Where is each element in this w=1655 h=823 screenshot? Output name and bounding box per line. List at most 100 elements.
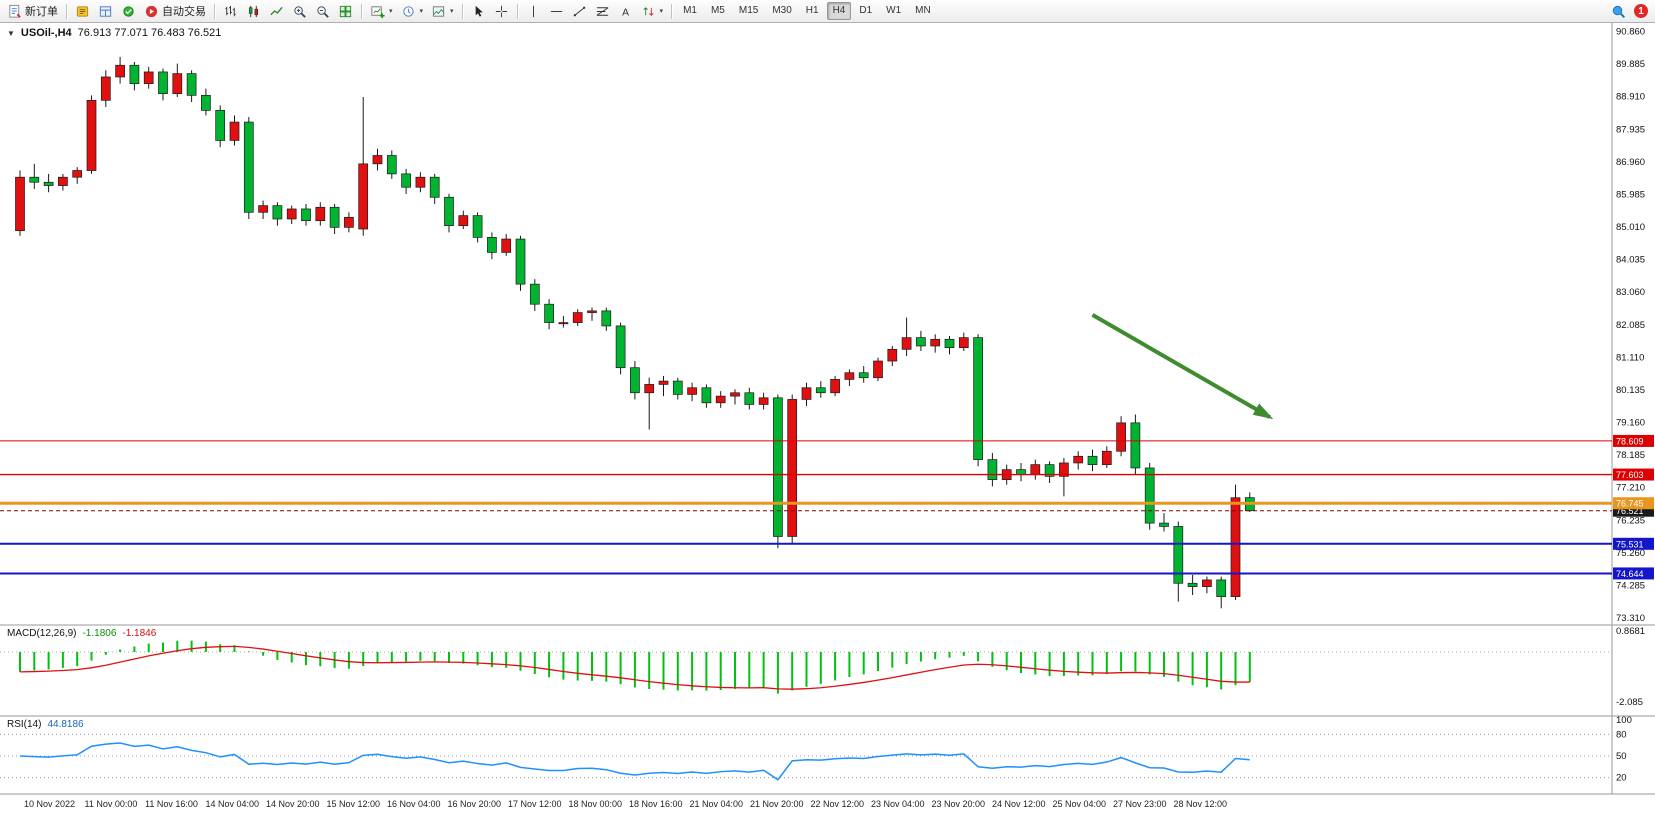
vertical-line-tool-button[interactable] bbox=[522, 1, 545, 21]
svg-text:16 Nov 20:00: 16 Nov 20:00 bbox=[448, 799, 502, 809]
chart-title: ▼ USOil-,H4 76.913 77.071 76.483 76.521 bbox=[7, 27, 221, 39]
svg-text:80.135: 80.135 bbox=[1616, 385, 1645, 396]
svg-text:-2.085: -2.085 bbox=[1616, 697, 1643, 708]
zoom-out-icon bbox=[315, 4, 330, 19]
periods-menu-button[interactable]: ▾ bbox=[397, 1, 428, 21]
new-chart-button[interactable]: ▾ bbox=[366, 1, 397, 21]
svg-text:74.644: 74.644 bbox=[1616, 569, 1644, 579]
svg-text:A: A bbox=[622, 7, 629, 18]
notifications-badge[interactable]: 1 bbox=[1634, 4, 1648, 18]
new-order-icon bbox=[7, 4, 22, 19]
svg-text:28 Nov 12:00: 28 Nov 12:00 bbox=[1174, 799, 1228, 809]
svg-text:77.210: 77.210 bbox=[1616, 483, 1645, 494]
tile-windows-button[interactable] bbox=[334, 1, 357, 21]
svg-text:90.860: 90.860 bbox=[1616, 27, 1645, 38]
trendline-tool-button[interactable] bbox=[568, 1, 591, 21]
line-chart-mode-button[interactable] bbox=[265, 1, 288, 21]
arrows-tool-button[interactable]: ▾ bbox=[637, 1, 668, 21]
search-button[interactable] bbox=[1607, 1, 1630, 21]
arrows-icon bbox=[641, 4, 656, 19]
chevron-down-icon: ▾ bbox=[659, 8, 664, 15]
main-toolbar: 新订单 自动交易 bbox=[0, 0, 1655, 23]
strategy-tester-button[interactable] bbox=[117, 1, 140, 21]
auto-trading-icon bbox=[144, 4, 159, 19]
chevron-down-icon: ▾ bbox=[419, 8, 424, 15]
tf-d1-button[interactable]: D1 bbox=[859, 5, 873, 16]
templates-button[interactable]: ▾ bbox=[427, 1, 458, 21]
bar-chart-mode-button[interactable] bbox=[219, 1, 242, 21]
svg-text:84.035: 84.035 bbox=[1616, 255, 1645, 266]
new-order-button[interactable]: 新订单 bbox=[3, 1, 62, 21]
metaeditor-icon bbox=[75, 4, 90, 19]
svg-text:0.8681: 0.8681 bbox=[1616, 626, 1645, 637]
svg-text:50: 50 bbox=[1616, 751, 1627, 762]
cursor-icon bbox=[471, 4, 486, 19]
svg-text:76.521: 76.521 bbox=[1616, 506, 1644, 516]
svg-text:15 Nov 12:00: 15 Nov 12:00 bbox=[327, 799, 381, 809]
svg-text:22 Nov 12:00: 22 Nov 12:00 bbox=[811, 799, 865, 809]
tf-m30-button[interactable]: M30 bbox=[772, 5, 792, 16]
tf-m15-button[interactable]: M15 bbox=[738, 5, 759, 16]
svg-text:79.160: 79.160 bbox=[1616, 418, 1645, 429]
terminal-icon bbox=[98, 4, 113, 19]
svg-text:75.260: 75.260 bbox=[1616, 548, 1645, 559]
svg-text:75.531: 75.531 bbox=[1616, 539, 1644, 549]
periods-clock-icon bbox=[401, 4, 416, 19]
svg-text:14 Nov 20:00: 14 Nov 20:00 bbox=[266, 799, 320, 809]
metaeditor-button[interactable] bbox=[71, 1, 94, 21]
zoom-out-button[interactable] bbox=[311, 1, 334, 21]
tf-h1-button[interactable]: H1 bbox=[805, 5, 819, 16]
svg-text:87.935: 87.935 bbox=[1616, 124, 1645, 135]
symbol-period-label: USOil-,H4 bbox=[20, 27, 72, 39]
svg-text:86.960: 86.960 bbox=[1616, 157, 1645, 168]
svg-text:21 Nov 04:00: 21 Nov 04:00 bbox=[690, 799, 744, 809]
tf-mn-button[interactable]: MN bbox=[915, 5, 931, 16]
text-tool-button[interactable]: A bbox=[614, 1, 637, 21]
svg-text:82.085: 82.085 bbox=[1616, 320, 1645, 331]
rsi-value: 44.8186 bbox=[47, 719, 84, 730]
toolbar-separator bbox=[214, 3, 215, 19]
fibonacci-tool-button[interactable] bbox=[591, 1, 614, 21]
tf-m5-button[interactable]: M5 bbox=[710, 5, 725, 16]
macd-name: MACD(12,26,9) bbox=[7, 628, 77, 639]
macd-signal-value: -1.1846 bbox=[122, 628, 157, 639]
svg-text:20: 20 bbox=[1616, 773, 1627, 784]
toolbar-separator bbox=[516, 3, 518, 19]
chevron-down-icon: ▾ bbox=[389, 8, 393, 15]
svg-text:17 Nov 12:00: 17 Nov 12:00 bbox=[508, 799, 562, 809]
templates-icon bbox=[431, 4, 446, 19]
line-chart-icon bbox=[269, 4, 284, 19]
toolbar-separator bbox=[66, 3, 67, 19]
svg-text:11 Nov 16:00: 11 Nov 16:00 bbox=[145, 799, 198, 809]
auto-trading-button[interactable]: 自动交易 bbox=[140, 1, 210, 21]
tf-w1-button[interactable]: W1 bbox=[886, 5, 902, 16]
svg-text:83.060: 83.060 bbox=[1616, 287, 1645, 298]
tf-h4-button[interactable]: H4 bbox=[826, 2, 852, 20]
crosshair-icon bbox=[494, 4, 509, 19]
tile-windows-icon bbox=[338, 4, 353, 19]
crosshair-button[interactable] bbox=[490, 1, 513, 21]
zoom-in-button[interactable] bbox=[288, 1, 311, 21]
candlestick-icon bbox=[246, 4, 261, 19]
bar-chart-icon bbox=[223, 4, 238, 19]
text-icon: A bbox=[618, 4, 633, 19]
svg-text:24 Nov 12:00: 24 Nov 12:00 bbox=[992, 799, 1046, 809]
toolbar-separator bbox=[361, 3, 362, 19]
one-click-trading-toggle[interactable]: ▼ bbox=[7, 29, 15, 38]
svg-text:100: 100 bbox=[1616, 715, 1632, 726]
price-axis[interactable] bbox=[1612, 22, 1655, 794]
candlestick-mode-button[interactable] bbox=[242, 1, 265, 21]
svg-text:77.603: 77.603 bbox=[1616, 470, 1644, 480]
tf-m1-button[interactable]: M1 bbox=[683, 5, 697, 16]
zoom-in-icon bbox=[292, 4, 307, 19]
svg-text:18 Nov 16:00: 18 Nov 16:00 bbox=[629, 799, 683, 809]
cursor-button[interactable] bbox=[467, 1, 490, 21]
svg-text:78.185: 78.185 bbox=[1616, 450, 1645, 461]
svg-text:25 Nov 04:00: 25 Nov 04:00 bbox=[1053, 799, 1107, 809]
horizontal-line-tool-button[interactable] bbox=[545, 1, 568, 21]
terminal-button[interactable] bbox=[94, 1, 117, 21]
fibonacci-icon bbox=[595, 4, 610, 19]
time-axis[interactable] bbox=[0, 794, 1612, 823]
macd-panel-label: MACD(12,26,9) -1.1806 -1.1846 bbox=[7, 628, 156, 639]
